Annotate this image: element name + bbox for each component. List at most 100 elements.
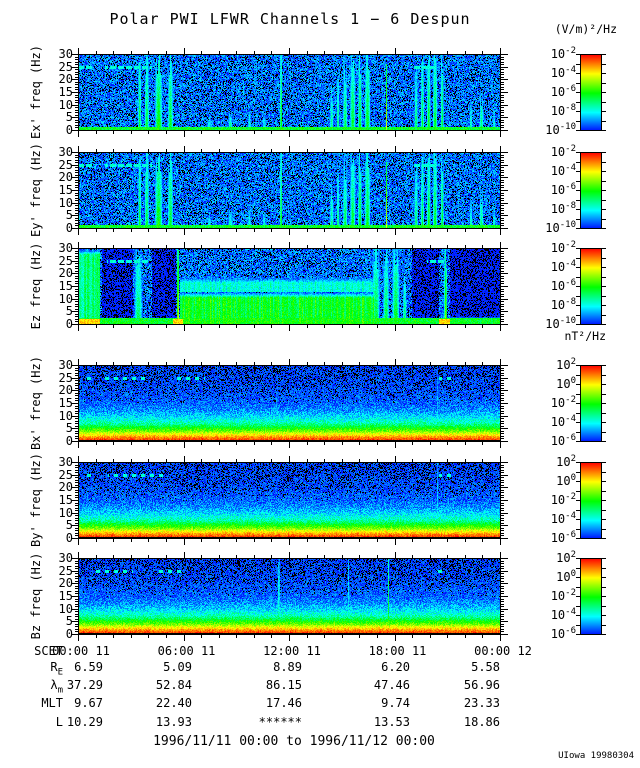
- colorbar-base: 10: [545, 123, 560, 137]
- ephemeris-row-label-l: L: [0, 716, 63, 728]
- colorbar-exponent: -6: [565, 530, 576, 540]
- y-tick-label: 15: [58, 279, 73, 293]
- colorbar-tick-label: 10-2: [476, 588, 576, 603]
- y-tick-label: 15: [58, 183, 73, 197]
- colorbar-exponent: 2: [570, 454, 576, 464]
- spectrogram-by-canvas: [68, 454, 512, 546]
- ephemeris-value: 5.09: [163, 660, 192, 674]
- colorbar-base: 10: [550, 627, 566, 641]
- y-tick-label: 30: [58, 455, 73, 469]
- colorbar-tick-label: 10-2: [476, 46, 576, 61]
- colorbar-base: 10: [550, 415, 566, 429]
- colorbar-exponent: -2: [565, 395, 576, 405]
- y-tick-label: 0: [65, 531, 73, 545]
- colorbar-exponent: -6: [565, 84, 576, 94]
- colorbar-exponent: -8: [565, 201, 576, 211]
- y-tick-label: 0: [65, 317, 73, 331]
- colorbar-tick-label: 10-4: [476, 607, 576, 622]
- y-tick-label: 20: [58, 383, 73, 398]
- y-tick-label: 30: [58, 47, 73, 61]
- y-tick-label: 25: [58, 157, 73, 172]
- colorbar-tick-label: 10-2: [476, 241, 576, 255]
- y-tick-label: 5: [65, 304, 73, 319]
- y-tick-label: 25: [58, 467, 73, 482]
- ephemeris-label-subscript: E: [57, 667, 63, 678]
- colorbar-canvas: [572, 148, 610, 234]
- time-tick-label: 12:00 11: [263, 644, 321, 658]
- colorbar-tick-label: 10-6: [476, 84, 576, 99]
- y-tick-label: 20: [58, 170, 73, 185]
- colorbar-base: 10: [556, 474, 571, 488]
- colorbar-tick-label: 102: [476, 454, 576, 469]
- ephemeris-value: 52.84: [155, 678, 192, 692]
- y-tick-label: 10: [58, 601, 73, 616]
- colorbar-canvas: [572, 50, 610, 136]
- y-tick-label: 15: [58, 396, 73, 410]
- colorbar-base: 10: [550, 104, 566, 118]
- y-tick-label: 10: [58, 97, 73, 112]
- ephemeris-value: 17.46: [265, 696, 302, 710]
- colorbar-exponent: -6: [565, 278, 576, 288]
- colorbar-base: 10: [550, 512, 566, 526]
- colorbar-tick-label: 100: [476, 474, 576, 488]
- colorbar-exponent: -10: [559, 122, 576, 132]
- colorbar-base: 10: [550, 434, 566, 448]
- y-tick-label: 20: [58, 480, 73, 495]
- colorbar-base: 10: [550, 202, 566, 216]
- y-axis-label-ez: Ez freq (Hz): [29, 242, 43, 330]
- colorbar-exponent: -10: [559, 220, 576, 230]
- ephemeris-value: 9.67: [74, 696, 103, 710]
- colorbar-base: 10: [550, 589, 566, 603]
- ephemeris-value: 13.93: [155, 715, 192, 729]
- y-tick-label: 0: [65, 434, 73, 448]
- colorbar-tick-label: 10-6: [476, 627, 576, 641]
- y-tick-label: 10: [58, 291, 73, 306]
- y-tick-label: 20: [58, 266, 73, 281]
- y-tick-label: 5: [65, 614, 73, 629]
- colorbar-canvas: [572, 458, 610, 544]
- spectrogram-ex-canvas: [68, 46, 512, 138]
- colorbar-tick-label: 10-6: [476, 183, 576, 197]
- colorbar-tick-label: 10-8: [476, 201, 576, 216]
- y-axis-label-by: By' freq (Hz): [29, 453, 43, 547]
- y-tick-label: 0: [65, 221, 73, 235]
- colorbar-base: 10: [550, 396, 566, 410]
- colorbar-base: 10: [556, 570, 571, 584]
- colorbar-exponent: -2: [565, 46, 576, 56]
- spectrogram-ey-canvas: [68, 144, 512, 236]
- colorbar-tick-label: 10-4: [476, 415, 576, 429]
- colorbar-exponent: 2: [570, 357, 576, 367]
- colorbar-base: 10: [550, 183, 566, 197]
- colorbar-base: 10: [556, 358, 571, 372]
- electric-units-label: (V/m)²/Hz: [554, 22, 617, 36]
- colorbar-tick-label: 10-2: [476, 145, 576, 159]
- y-axis-label-bx: Bx' freq (Hz): [29, 356, 43, 450]
- colorbar-exponent: -2: [565, 588, 576, 598]
- colorbar-tick-label: 10-2: [476, 395, 576, 410]
- spectrogram-bx-canvas: [68, 357, 512, 449]
- time-tick-label: 00:00 11: [52, 644, 110, 658]
- ephemeris-value: 23.33: [463, 696, 500, 710]
- ephemeris-value: 8.89: [273, 660, 302, 674]
- y-tick-label: 0: [65, 123, 73, 137]
- colorbar-exponent: -8: [565, 297, 576, 307]
- ephemeris-row-label-λ: λm: [0, 678, 63, 695]
- ephemeris-value: 9.74: [381, 696, 410, 710]
- y-tick-label: 10: [58, 505, 73, 520]
- colorbar-base: 10: [556, 455, 571, 469]
- ephemeris-value: 13.53: [373, 715, 410, 729]
- y-tick-label: 0: [65, 627, 73, 641]
- y-tick-label: 5: [65, 421, 73, 436]
- colorbar-exponent: -4: [565, 607, 576, 617]
- colorbar-exponent: -10: [559, 316, 576, 326]
- y-axis-label-ex: Ex' freq (Hz): [29, 45, 43, 139]
- y-tick-label: 20: [58, 576, 73, 591]
- ephemeris-value: 6.59: [74, 660, 103, 674]
- y-tick-label: 25: [58, 59, 73, 74]
- colorbar-base: 10: [556, 377, 571, 391]
- colorbar-tick-label: 10-6: [476, 530, 576, 545]
- colorbar-tick-label: 100: [476, 570, 576, 584]
- colorbar-exponent: -4: [565, 65, 576, 75]
- colorbar-tick-label: 10-2: [476, 493, 576, 507]
- ephemeris-label-text: λ: [50, 678, 58, 692]
